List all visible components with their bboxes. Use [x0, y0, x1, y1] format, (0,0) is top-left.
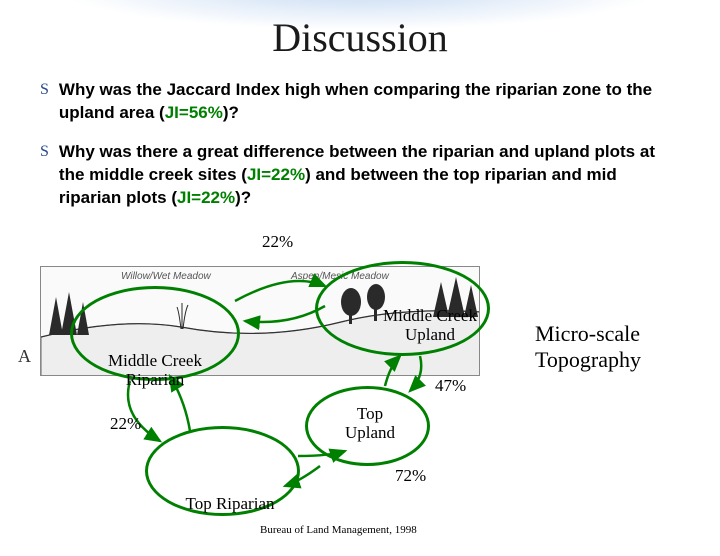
bullet-text: Why was the Jaccard Index high when comp…: [59, 79, 680, 125]
bullet-item: S Why was the Jaccard Index high when co…: [40, 79, 680, 125]
pct-label: 47%: [435, 376, 466, 396]
side-annotation: Micro-scale Topography: [535, 321, 641, 374]
highlight-text: JI=56%: [165, 103, 223, 122]
pct-label: 22%: [110, 414, 141, 434]
header-glow: [0, 0, 720, 60]
bullet-list: S Why was the Jaccard Index high when co…: [0, 61, 720, 210]
citation: Bureau of Land Management, 1998: [260, 524, 417, 536]
node-label: Middle Creek Upland: [370, 306, 490, 345]
bullet-marker-icon: S: [40, 79, 49, 125]
diagram-area: Willow/Wet Meadow Aspen/Mesic Meadow: [0, 226, 720, 556]
pct-label: 22%: [262, 232, 293, 252]
highlight-text: JI=22%: [247, 165, 305, 184]
bullet-text: Why was there a great difference between…: [59, 141, 680, 210]
node-label: Top Riparian: [170, 494, 290, 514]
bullet-item: S Why was there a great difference betwe…: [40, 141, 680, 210]
highlight-text: JI=22%: [177, 188, 235, 207]
panel-a-label: A: [18, 346, 31, 367]
node-label: Top Upland: [330, 404, 410, 443]
pct-label: 72%: [395, 466, 426, 486]
bullet-marker-icon: S: [40, 141, 49, 210]
node-label: Middle Creek Riparian: [95, 351, 215, 390]
